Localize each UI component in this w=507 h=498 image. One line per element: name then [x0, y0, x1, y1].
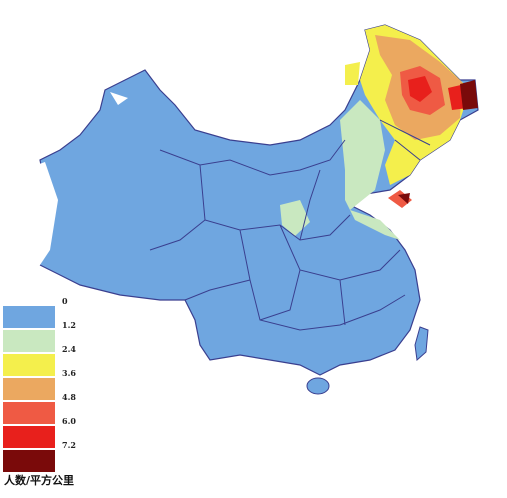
legend-title: 人数/平方公里	[4, 473, 74, 487]
legend-swatch	[3, 402, 55, 424]
legend-label: 1.2	[62, 320, 76, 330]
legend-swatch	[3, 354, 55, 376]
density-area	[340, 100, 400, 240]
island	[414, 326, 429, 361]
legend-label: 4.8	[62, 392, 76, 402]
province-border	[149, 119, 431, 331]
legend-swatch	[3, 306, 55, 328]
legend-swatch	[3, 450, 55, 472]
legend-label: 2.4	[62, 344, 76, 354]
island	[306, 377, 330, 395]
legend-swatch	[3, 378, 55, 400]
density-area	[280, 200, 310, 236]
density-area	[388, 190, 412, 208]
density-area	[398, 193, 410, 204]
legend-label: 3.6	[62, 368, 76, 378]
legend: 0 1.2 2.4 3.6 4.8 6.0 7.2	[3, 296, 76, 472]
legend-label: 0	[62, 296, 68, 306]
legend-swatch	[3, 426, 55, 448]
density-area	[345, 62, 360, 85]
density-area	[408, 76, 432, 102]
legend-swatch	[3, 330, 55, 352]
density-area	[460, 80, 478, 110]
blank-area	[22, 162, 58, 268]
legend-label: 7.2	[62, 440, 76, 450]
blank-area	[110, 92, 128, 105]
legend-label: 6.0	[62, 416, 76, 426]
